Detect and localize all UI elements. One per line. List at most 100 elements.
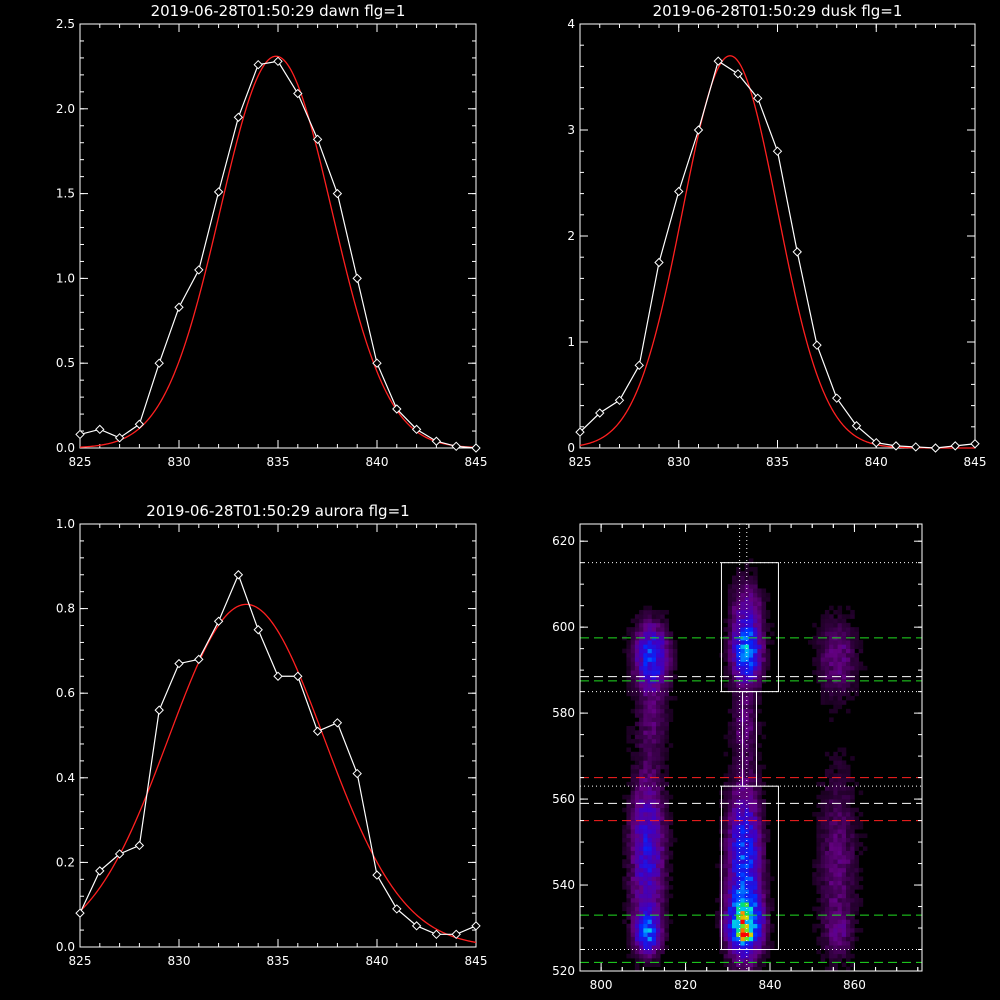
heatmap-cell <box>740 687 745 692</box>
heatmap-cell <box>748 575 754 581</box>
heatmap-cell <box>656 614 661 619</box>
heatmap-cell <box>833 837 838 843</box>
heatmap-cell <box>757 683 762 688</box>
heatmap-cell <box>639 799 644 804</box>
heatmap-cell <box>829 768 834 774</box>
heatmap-cell <box>736 794 741 800</box>
heatmap-cell <box>647 824 653 830</box>
heatmap-cell <box>837 648 843 654</box>
data-point <box>891 441 901 451</box>
heatmap-cell <box>647 958 653 963</box>
heatmap-cell <box>824 773 830 778</box>
heatmap-cell <box>862 846 868 851</box>
heatmap-cell <box>727 932 733 937</box>
heatmap-cell <box>668 885 674 890</box>
heatmap-cell <box>753 872 758 877</box>
heatmap-cell <box>736 640 741 645</box>
heatmap-cell <box>660 648 665 654</box>
heatmap-cell <box>664 652 669 658</box>
heatmap-cell <box>668 644 674 649</box>
heatmap-cell <box>820 640 826 645</box>
heatmap-cell <box>732 605 737 611</box>
heatmap-cell <box>672 648 678 654</box>
heatmap-cell <box>736 876 741 882</box>
heatmap-cell <box>833 631 838 637</box>
heatmap-cell <box>757 829 762 834</box>
heatmap-cell <box>656 820 661 826</box>
heatmap-cell <box>736 747 741 753</box>
heatmap-cell <box>765 820 771 826</box>
y-tick-label: 4 <box>567 17 575 31</box>
heatmap-cell <box>761 928 767 933</box>
heatmap-cell <box>841 889 847 894</box>
heatmap-cell <box>753 820 758 826</box>
heatmap-cell <box>736 609 741 615</box>
heatmap-cell <box>664 773 669 778</box>
axes-3: 825 830 835 840 8450.00.20.40.60.81.02019-06… <box>56 502 488 968</box>
heatmap-cell <box>841 867 847 873</box>
heatmap-cell <box>732 846 737 851</box>
heatmap-cell <box>727 781 733 787</box>
data-point <box>372 358 382 368</box>
heatmap-cell <box>634 730 640 735</box>
data-point <box>411 921 422 931</box>
heatmap-cell <box>753 764 758 770</box>
heatmap-cell <box>656 683 661 688</box>
heatmap-cell <box>634 902 640 907</box>
y-tick-label: 620 <box>552 534 575 548</box>
heatmap-cell <box>643 691 648 697</box>
heatmap-cell <box>748 773 754 778</box>
data-point <box>114 849 125 859</box>
heatmap-cell <box>748 708 754 714</box>
heatmap-cell <box>639 644 644 649</box>
heatmap-cell <box>736 566 741 572</box>
heatmap-cell <box>833 687 838 692</box>
heatmap-cell <box>634 691 640 697</box>
x-tick-label: 860 <box>843 978 866 992</box>
heatmap-cell <box>757 743 762 748</box>
x-tick-label: 825 <box>69 954 92 968</box>
data-line <box>79 60 477 449</box>
heatmap-cell <box>727 953 733 959</box>
heatmap-cell <box>761 906 767 912</box>
heatmap-cell <box>846 644 851 649</box>
heatmap-cell <box>824 644 830 649</box>
heatmap-cell <box>639 730 644 735</box>
heatmap-cell <box>626 872 631 877</box>
heatmap-cell <box>753 807 758 813</box>
heatmap-cell <box>656 807 661 813</box>
data-point <box>713 56 723 66</box>
heatmap-cell <box>816 880 821 886</box>
heatmap-cell <box>748 816 754 821</box>
heatmap-cell <box>647 614 653 619</box>
heatmap-cell <box>643 829 648 834</box>
heatmap-cell <box>770 945 775 950</box>
heatmap-cell <box>672 657 678 662</box>
heatmap-cell <box>727 674 733 680</box>
heatmap-cell <box>740 609 745 615</box>
heatmap-cell <box>748 799 754 804</box>
heatmap-cell <box>816 940 821 946</box>
heatmap-cell <box>634 803 640 808</box>
heatmap-cell <box>664 704 669 710</box>
heatmap-cell <box>850 842 855 847</box>
heatmap-cell <box>736 936 741 942</box>
heatmap-cell <box>647 657 653 662</box>
heatmap-cell <box>660 687 665 692</box>
heatmap-cell <box>757 906 762 912</box>
heatmap-cell <box>740 893 745 899</box>
heatmap-cell <box>850 902 855 907</box>
heatmap-cell <box>630 661 636 667</box>
heatmap-cell <box>761 618 767 624</box>
heatmap-cell <box>846 777 851 783</box>
heatmap-cell <box>753 919 758 925</box>
heatmap-cell <box>723 842 729 847</box>
heatmap-cell <box>833 640 838 645</box>
heatmap-cell <box>664 842 669 847</box>
heatmap-cell <box>757 609 762 615</box>
heatmap-cell <box>639 747 644 753</box>
heatmap-cell <box>736 949 741 955</box>
heatmap-cell <box>850 799 855 804</box>
heatmap-cell <box>643 743 648 748</box>
